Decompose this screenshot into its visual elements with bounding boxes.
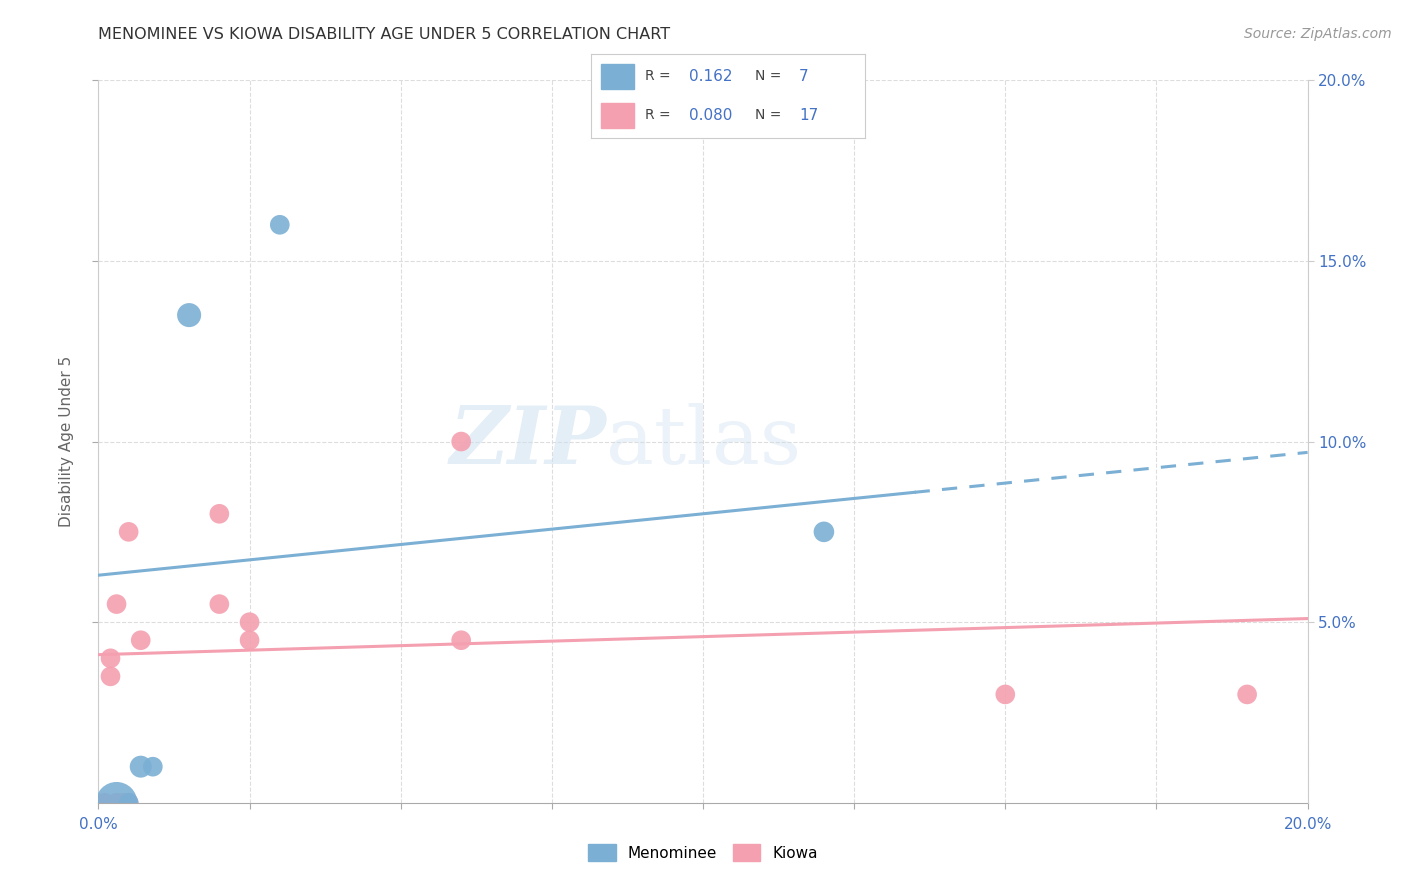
Point <box>118 796 141 810</box>
Text: 0.080: 0.080 <box>689 108 733 123</box>
Point <box>239 633 262 648</box>
Point <box>118 796 141 810</box>
Text: N =: N = <box>755 109 782 122</box>
Point <box>994 687 1017 701</box>
Point <box>129 633 152 648</box>
Point <box>105 796 128 810</box>
Point <box>105 597 128 611</box>
Point <box>208 507 231 521</box>
Point <box>100 669 122 683</box>
Bar <box>602 63 634 89</box>
Point <box>1236 687 1258 701</box>
Point <box>208 597 231 611</box>
Point <box>450 633 472 648</box>
Point <box>813 524 835 539</box>
Point <box>105 796 128 810</box>
Y-axis label: Disability Age Under 5: Disability Age Under 5 <box>59 356 75 527</box>
Text: ZIP: ZIP <box>450 403 606 480</box>
Text: 17: 17 <box>799 108 818 123</box>
Point <box>118 524 141 539</box>
Point <box>269 218 291 232</box>
Point <box>142 760 165 774</box>
Text: Source: ZipAtlas.com: Source: ZipAtlas.com <box>1244 27 1392 41</box>
Text: N =: N = <box>755 70 782 83</box>
Point <box>239 615 262 630</box>
Text: 7: 7 <box>799 69 808 84</box>
Text: R =: R = <box>645 109 671 122</box>
Point <box>179 308 201 322</box>
Point <box>111 796 134 810</box>
Text: MENOMINEE VS KIOWA DISABILITY AGE UNDER 5 CORRELATION CHART: MENOMINEE VS KIOWA DISABILITY AGE UNDER … <box>98 27 671 42</box>
Text: atlas: atlas <box>606 402 801 481</box>
Legend: Menominee, Kiowa: Menominee, Kiowa <box>582 838 824 867</box>
Point <box>450 434 472 449</box>
Text: 0.162: 0.162 <box>689 69 733 84</box>
Point <box>129 760 152 774</box>
Text: R =: R = <box>645 70 671 83</box>
Point <box>93 796 115 810</box>
Point <box>100 651 122 665</box>
Bar <box>602 103 634 128</box>
